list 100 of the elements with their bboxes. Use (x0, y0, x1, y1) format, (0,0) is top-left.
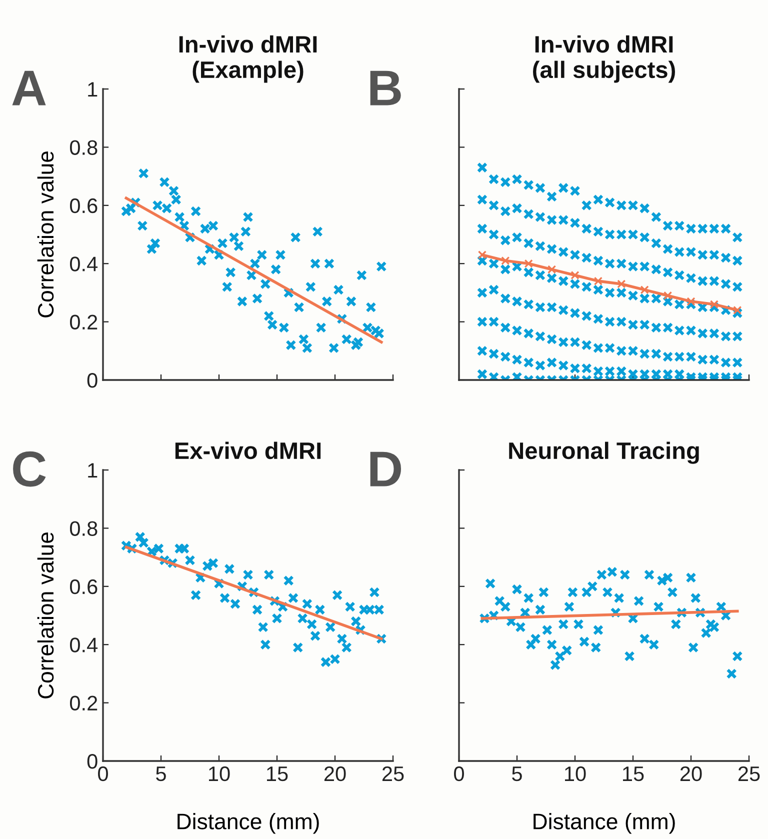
point (648, 639, 660, 650)
point (581, 586, 592, 598)
point (686, 297, 696, 306)
point (602, 586, 613, 598)
y-tick-label: 1 (88, 82, 98, 97)
x-tick-label: 10 (565, 766, 586, 782)
point (512, 584, 522, 595)
point (302, 598, 312, 610)
point (264, 569, 274, 580)
point (283, 575, 294, 586)
point (733, 306, 742, 314)
point (524, 259, 533, 268)
point (494, 596, 505, 606)
x-tick-label: 5 (512, 766, 522, 782)
point (515, 622, 526, 632)
x-tick-label: 20 (324, 766, 346, 782)
y-tick-label: 0.4 (70, 256, 98, 272)
y-tick-label: 0 (87, 373, 98, 388)
point (138, 537, 149, 548)
point (550, 660, 561, 670)
point (639, 633, 650, 644)
point (592, 624, 604, 636)
point (288, 592, 299, 604)
chart-title: In-vivo dMRI (Example) (179, 35, 317, 83)
point (310, 630, 321, 642)
y-tick-label: 0.8 (70, 140, 98, 155)
point (620, 569, 630, 580)
x-axis-title: Distance (mm) (178, 813, 319, 834)
point (530, 633, 541, 644)
point (670, 618, 682, 630)
point (219, 592, 230, 604)
y-tick-label: 0.6 (70, 198, 98, 214)
point (587, 581, 598, 592)
point (190, 590, 202, 600)
y-tick-label: 0.2 (70, 314, 98, 330)
point (688, 642, 699, 653)
point (542, 624, 552, 636)
point (732, 650, 743, 662)
point (260, 639, 271, 650)
y-axis-title: Correlation value (37, 532, 54, 698)
point (624, 650, 635, 662)
point (184, 554, 196, 566)
point (708, 622, 720, 632)
point (554, 650, 566, 662)
point (633, 596, 644, 606)
point (272, 613, 282, 624)
chart-title: In-vivo dMRI (all subjects) (533, 35, 675, 83)
point (726, 668, 737, 680)
point (538, 586, 550, 598)
point (570, 270, 580, 280)
x-tick-label: 5 (156, 766, 166, 782)
y-tick-label: 0 (87, 754, 98, 769)
point (258, 622, 268, 632)
point (617, 280, 626, 288)
annotation: D (370, 452, 402, 486)
y-tick-label: 0.6 (70, 579, 98, 594)
point (567, 586, 578, 598)
point (350, 616, 362, 627)
point (292, 642, 304, 653)
point (306, 618, 318, 630)
y-axis-title: Correlation value (37, 151, 54, 318)
point (230, 598, 241, 610)
point (710, 300, 719, 309)
y-tick-label: 0.2 (70, 696, 98, 711)
point (614, 592, 624, 604)
text: C (13, 451, 46, 487)
point (314, 604, 326, 616)
point (534, 604, 546, 616)
point (252, 604, 263, 616)
point (297, 613, 308, 624)
x-tick-label: 25 (738, 766, 760, 782)
point (500, 601, 511, 612)
point (547, 265, 556, 274)
point (564, 601, 575, 612)
point (663, 291, 672, 300)
point (653, 601, 664, 612)
point (644, 569, 655, 580)
annotation: B (370, 70, 401, 106)
x-tick-label: 15 (623, 766, 644, 782)
y-tick-label: 1 (88, 463, 98, 478)
chart-title: Ex-vivo dMRI (175, 442, 321, 460)
point (134, 532, 146, 542)
x-tick-label: 20 (680, 766, 702, 782)
point (686, 572, 696, 584)
point (478, 250, 487, 260)
point (369, 586, 380, 598)
point (667, 586, 678, 598)
point (573, 618, 584, 630)
point (690, 592, 701, 604)
point (341, 642, 352, 653)
point (484, 578, 496, 589)
point (526, 639, 536, 650)
point (562, 645, 572, 656)
point (336, 633, 348, 644)
point (224, 564, 235, 574)
point (523, 592, 534, 604)
point (705, 618, 716, 630)
point (558, 618, 569, 630)
x-tick-label: 10 (209, 766, 230, 782)
point (325, 622, 336, 632)
